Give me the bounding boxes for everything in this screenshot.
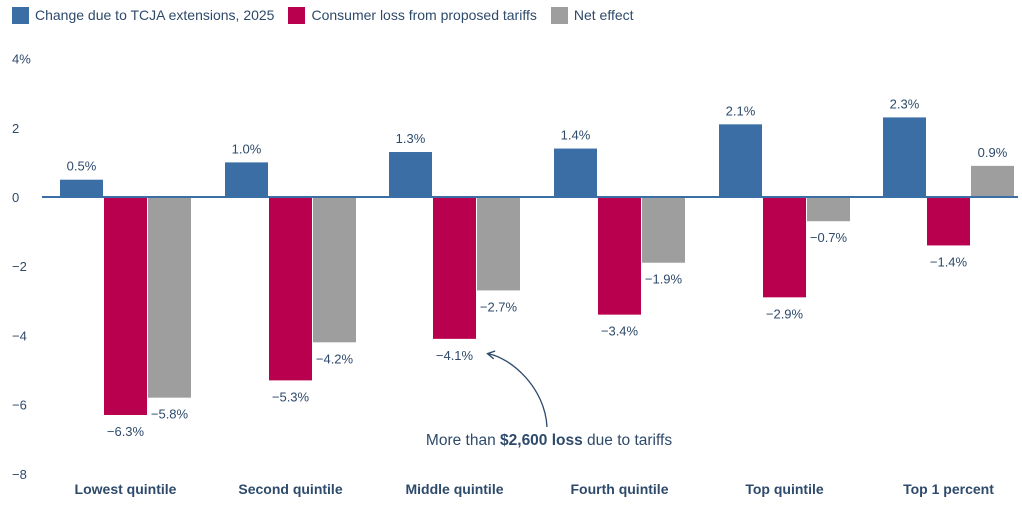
data-label-tcja-top1: 2.3%	[890, 96, 920, 111]
data-label-net-second: −4.2%	[316, 351, 354, 366]
y-tick-label: 0	[12, 190, 19, 205]
data-label-tariffs-fourth: −3.4%	[601, 324, 639, 339]
legend-label-net: Net effect	[573, 7, 634, 23]
legend-label-tariffs: Consumer loss from proposed tariffs	[311, 7, 537, 23]
bar-net-second	[313, 197, 356, 343]
y-tick-label: −2	[12, 259, 27, 274]
bar-net-fourth	[642, 197, 685, 263]
data-label-tcja-middle: 1.3%	[396, 131, 426, 146]
data-label-net-top: −0.7%	[810, 230, 848, 245]
data-label-net-lowest: −5.8%	[151, 407, 189, 422]
y-tick-label: 4%	[12, 52, 31, 67]
bar-tariffs-top	[763, 197, 806, 298]
bar-tcja-second	[225, 162, 268, 197]
bar-tariffs-middle	[433, 197, 476, 339]
category-label-top: Top quintile	[745, 481, 823, 497]
y-tick-label: 2	[12, 121, 19, 136]
category-label-middle: Middle quintile	[406, 481, 504, 497]
y-tick-label: −6	[12, 398, 27, 413]
annotation-suffix: due to tariffs	[583, 432, 673, 449]
legend-swatch-tariffs	[288, 6, 306, 24]
category-label-top1: Top 1 percent	[903, 481, 994, 497]
data-label-tcja-second: 1.0%	[232, 141, 262, 156]
annotation-arrow	[486, 350, 548, 428]
category-label-second: Second quintile	[238, 481, 342, 497]
data-label-tcja-lowest: 0.5%	[67, 159, 97, 174]
data-label-net-top1: 0.9%	[978, 145, 1008, 160]
y-tick-label: −4	[12, 328, 27, 343]
bar-tcja-fourth	[554, 148, 597, 197]
bar-net-lowest	[148, 197, 191, 398]
data-label-net-middle: −2.7%	[480, 299, 518, 314]
bar-tariffs-top1	[927, 197, 970, 246]
data-label-tariffs-second: −5.3%	[272, 389, 310, 404]
annotation: More than $2,600 loss due to tariffs	[426, 350, 672, 449]
legend-swatch-tcja	[12, 6, 29, 24]
annotation-bold: $2,600 loss	[500, 432, 583, 449]
annotation-prefix: More than	[426, 432, 500, 449]
category-label-lowest: Lowest quintile	[75, 481, 177, 497]
data-label-tariffs-middle: −4.1%	[436, 348, 474, 363]
bar-tariffs-fourth	[598, 197, 641, 315]
data-labels: 0.5% 1.0% 1.3% 1.4% 2.1% 2.3% −6.3% −5.3% −4.1% −…	[67, 96, 1008, 439]
data-label-tariffs-lowest: −6.3%	[107, 424, 145, 439]
annotation-text: More than $2,600 loss due to tariffs	[426, 432, 672, 449]
data-label-tcja-fourth: 1.4%	[561, 128, 591, 143]
bar-net-top	[807, 197, 850, 222]
chart-legend: Change due to TCJA extensions, 2025 Cons…	[12, 5, 648, 25]
bar-tariffs-second	[269, 197, 312, 381]
category-label-fourth: Fourth quintile	[571, 481, 669, 497]
y-tick-label: −8	[12, 467, 27, 482]
bar-tcja-lowest	[60, 179, 103, 197]
legend-item-tcja: Change due to TCJA extensions, 2025	[12, 6, 275, 24]
bar-net-middle	[477, 197, 520, 291]
bars	[60, 117, 1014, 415]
y-axis: 4% 2 0 −2 −4 −6 −8	[12, 52, 31, 482]
legend-item-tariffs: Consumer loss from proposed tariffs	[288, 6, 537, 24]
legend-label-tcja: Change due to TCJA extensions, 2025	[35, 7, 275, 23]
legend-item-net: Net effect	[550, 6, 634, 24]
bar-tcja-middle	[389, 152, 432, 197]
data-label-tariffs-top1: −1.4%	[930, 254, 968, 269]
bar-tariffs-lowest	[104, 197, 147, 415]
bar-net-top1	[971, 165, 1014, 197]
data-label-tariffs-top: −2.9%	[766, 306, 804, 321]
legend-swatch-net	[550, 6, 568, 24]
data-label-net-fourth: −1.9%	[645, 272, 683, 287]
bar-tcja-top1	[883, 117, 926, 197]
data-label-tcja-top: 2.1%	[726, 103, 756, 118]
x-axis: Lowest quintile Second quintile Middle qui…	[75, 481, 995, 497]
bar-tcja-top	[719, 124, 762, 197]
